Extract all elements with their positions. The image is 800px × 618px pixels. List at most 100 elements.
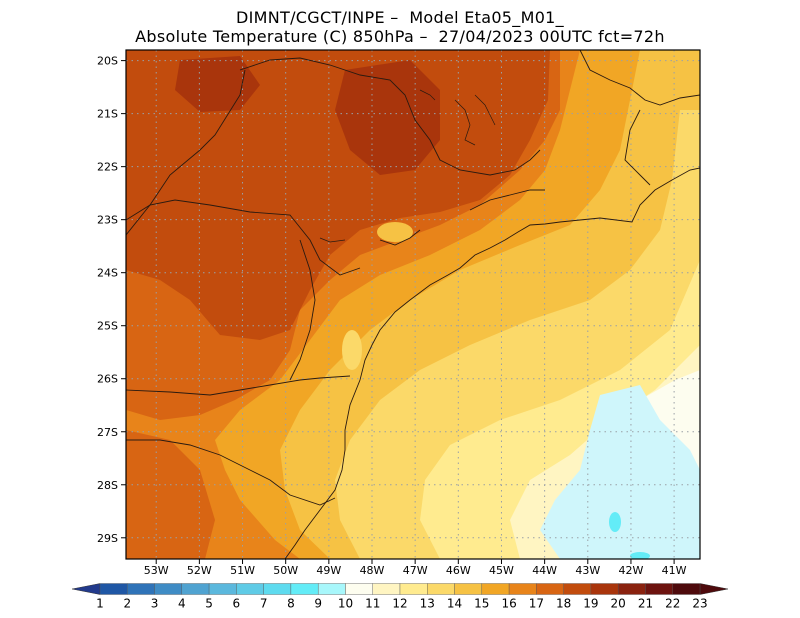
colorbar-label: 15: [474, 597, 489, 611]
colorbar-label: 2: [123, 597, 131, 611]
colorbar-swatch: [127, 583, 155, 595]
colorbar-swatch: [236, 583, 264, 595]
lat-tick-label: 20S: [97, 55, 118, 68]
colorbar-swatch: [181, 583, 210, 595]
colorbar-high-arrow: [699, 583, 729, 595]
map-title-line-2: Absolute Temperature (C) 850hPa – 27/04/…: [135, 27, 665, 46]
coastline: [284, 167, 700, 559]
colorbar-label: 10: [338, 597, 353, 611]
field-zone-9-spot: [609, 512, 621, 532]
colorbar-label: 6: [233, 597, 241, 611]
colorbar-label: 3: [151, 597, 159, 611]
colorbar-swatch: [372, 583, 401, 595]
lon-tick-label: 51W: [230, 564, 255, 577]
colorbar-label: 21: [638, 597, 653, 611]
colorbar-swatch: [99, 583, 128, 595]
colorbar-label: 11: [365, 597, 380, 611]
border-sc-rs: [126, 439, 336, 506]
colorbar-label: 4: [178, 597, 186, 611]
colorbar-swatch: [290, 583, 319, 595]
lat-tick-label: 27S: [97, 426, 118, 439]
lat-tick-label: 24S: [97, 267, 118, 280]
colorbar-swatch: [208, 583, 237, 595]
lat-tick-label: 23S: [97, 214, 118, 227]
colorbar-label: 16: [501, 597, 516, 611]
colorbar-swatch: [345, 583, 373, 595]
lat-tick-label: 21S: [97, 108, 118, 121]
colorbar-low-arrow: [71, 583, 101, 595]
lon-tick-label: 52W: [187, 564, 212, 577]
colorbar-swatch: [399, 583, 428, 595]
longitude-axis: 53W 52W 51W 50W 49W 48W 47W 46W 45W 44W 43W 42W 41W: [144, 559, 687, 577]
lon-tick-label: 49W: [316, 564, 341, 577]
border-mg-ba: [579, 50, 700, 106]
lon-tick-label: 45W: [489, 564, 514, 577]
colorbar-label: 23: [692, 597, 707, 611]
colorbar-label: 12: [392, 597, 407, 611]
border-mg-es: [624, 109, 651, 186]
field-zone-20: [335, 60, 440, 175]
colorbar-label: 9: [314, 597, 322, 611]
lon-tick-label: 41W: [662, 564, 687, 577]
border-pr-west: [289, 239, 316, 381]
borders: [126, 50, 700, 559]
border-pr-sp: [126, 199, 361, 276]
colorbar: 1 2 3 4 5 6 7 8 9 10 11 12 13 14 15 16 17 18 19 20 21 22 23: [71, 583, 729, 611]
colorbar-swatch: [617, 583, 646, 595]
field-zone-9-spot-2: [630, 552, 650, 559]
colorbar-label: 7: [260, 597, 268, 611]
lon-tick-label: 42W: [619, 564, 644, 577]
colorbar-label: 18: [556, 597, 571, 611]
colorbar-label: 1: [96, 597, 104, 611]
colorbar-swatch: [317, 583, 346, 595]
colorbar-swatch: [508, 583, 537, 595]
colorbar-swatch: [427, 583, 455, 595]
plot-frame: [125, 49, 701, 560]
border-pr-sc: [126, 375, 351, 396]
border-sp-mg: [239, 57, 541, 176]
field-zone-19: [126, 50, 550, 340]
lat-tick-label: 28S: [97, 479, 118, 492]
colorbar-label: 20: [611, 597, 626, 611]
lon-tick-label: 46W: [446, 564, 471, 577]
colorbar-swatch: [590, 583, 619, 595]
colorbar-label: 8: [287, 597, 295, 611]
colorbar-swatch: [672, 583, 701, 595]
colorbar-swatch: [536, 583, 564, 595]
colorbar-label: 17: [529, 597, 544, 611]
lon-tick-label: 47W: [403, 564, 428, 577]
lon-tick-label: 50W: [273, 564, 298, 577]
lon-tick-label: 48W: [360, 564, 385, 577]
border-sp-rj: [469, 189, 545, 211]
colorbar-label: 22: [665, 597, 680, 611]
colorbar-swatch: [263, 583, 292, 595]
reservoirs: [319, 89, 496, 243]
colorbar-swatch: [563, 583, 592, 595]
lat-tick-label: 26S: [97, 373, 118, 386]
lon-tick-label: 43W: [575, 564, 600, 577]
lat-tick-label: 29S: [97, 532, 118, 545]
field-local-15: [377, 222, 413, 242]
colorbar-swatch: [481, 583, 510, 595]
colorbar-swatch: [645, 583, 673, 595]
colorbar-label: 13: [420, 597, 435, 611]
colorbar-label: 19: [583, 597, 598, 611]
lon-tick-label: 44W: [532, 564, 557, 577]
field-zone-20-b: [175, 56, 260, 112]
colorbar-label: 5: [205, 597, 213, 611]
lon-tick-label: 53W: [144, 564, 169, 577]
graticule: [126, 50, 700, 559]
latitude-axis: 20S 21S 22S 23S 24S 25S 26S 27S 28S 29S: [97, 55, 126, 545]
lat-tick-label: 22S: [97, 161, 118, 174]
temperature-field: [126, 50, 700, 559]
colorbar-label: 14: [447, 597, 462, 611]
field-local-14: [342, 330, 362, 370]
border-ms-sp: [126, 69, 246, 221]
colorbar-swatch: [454, 583, 483, 595]
colorbar-swatch: [154, 583, 183, 595]
field-zone-18-south: [126, 430, 215, 559]
field-zone-10: [540, 385, 700, 559]
lat-tick-label: 25S: [97, 320, 118, 333]
border-rio-grande: [379, 229, 421, 246]
